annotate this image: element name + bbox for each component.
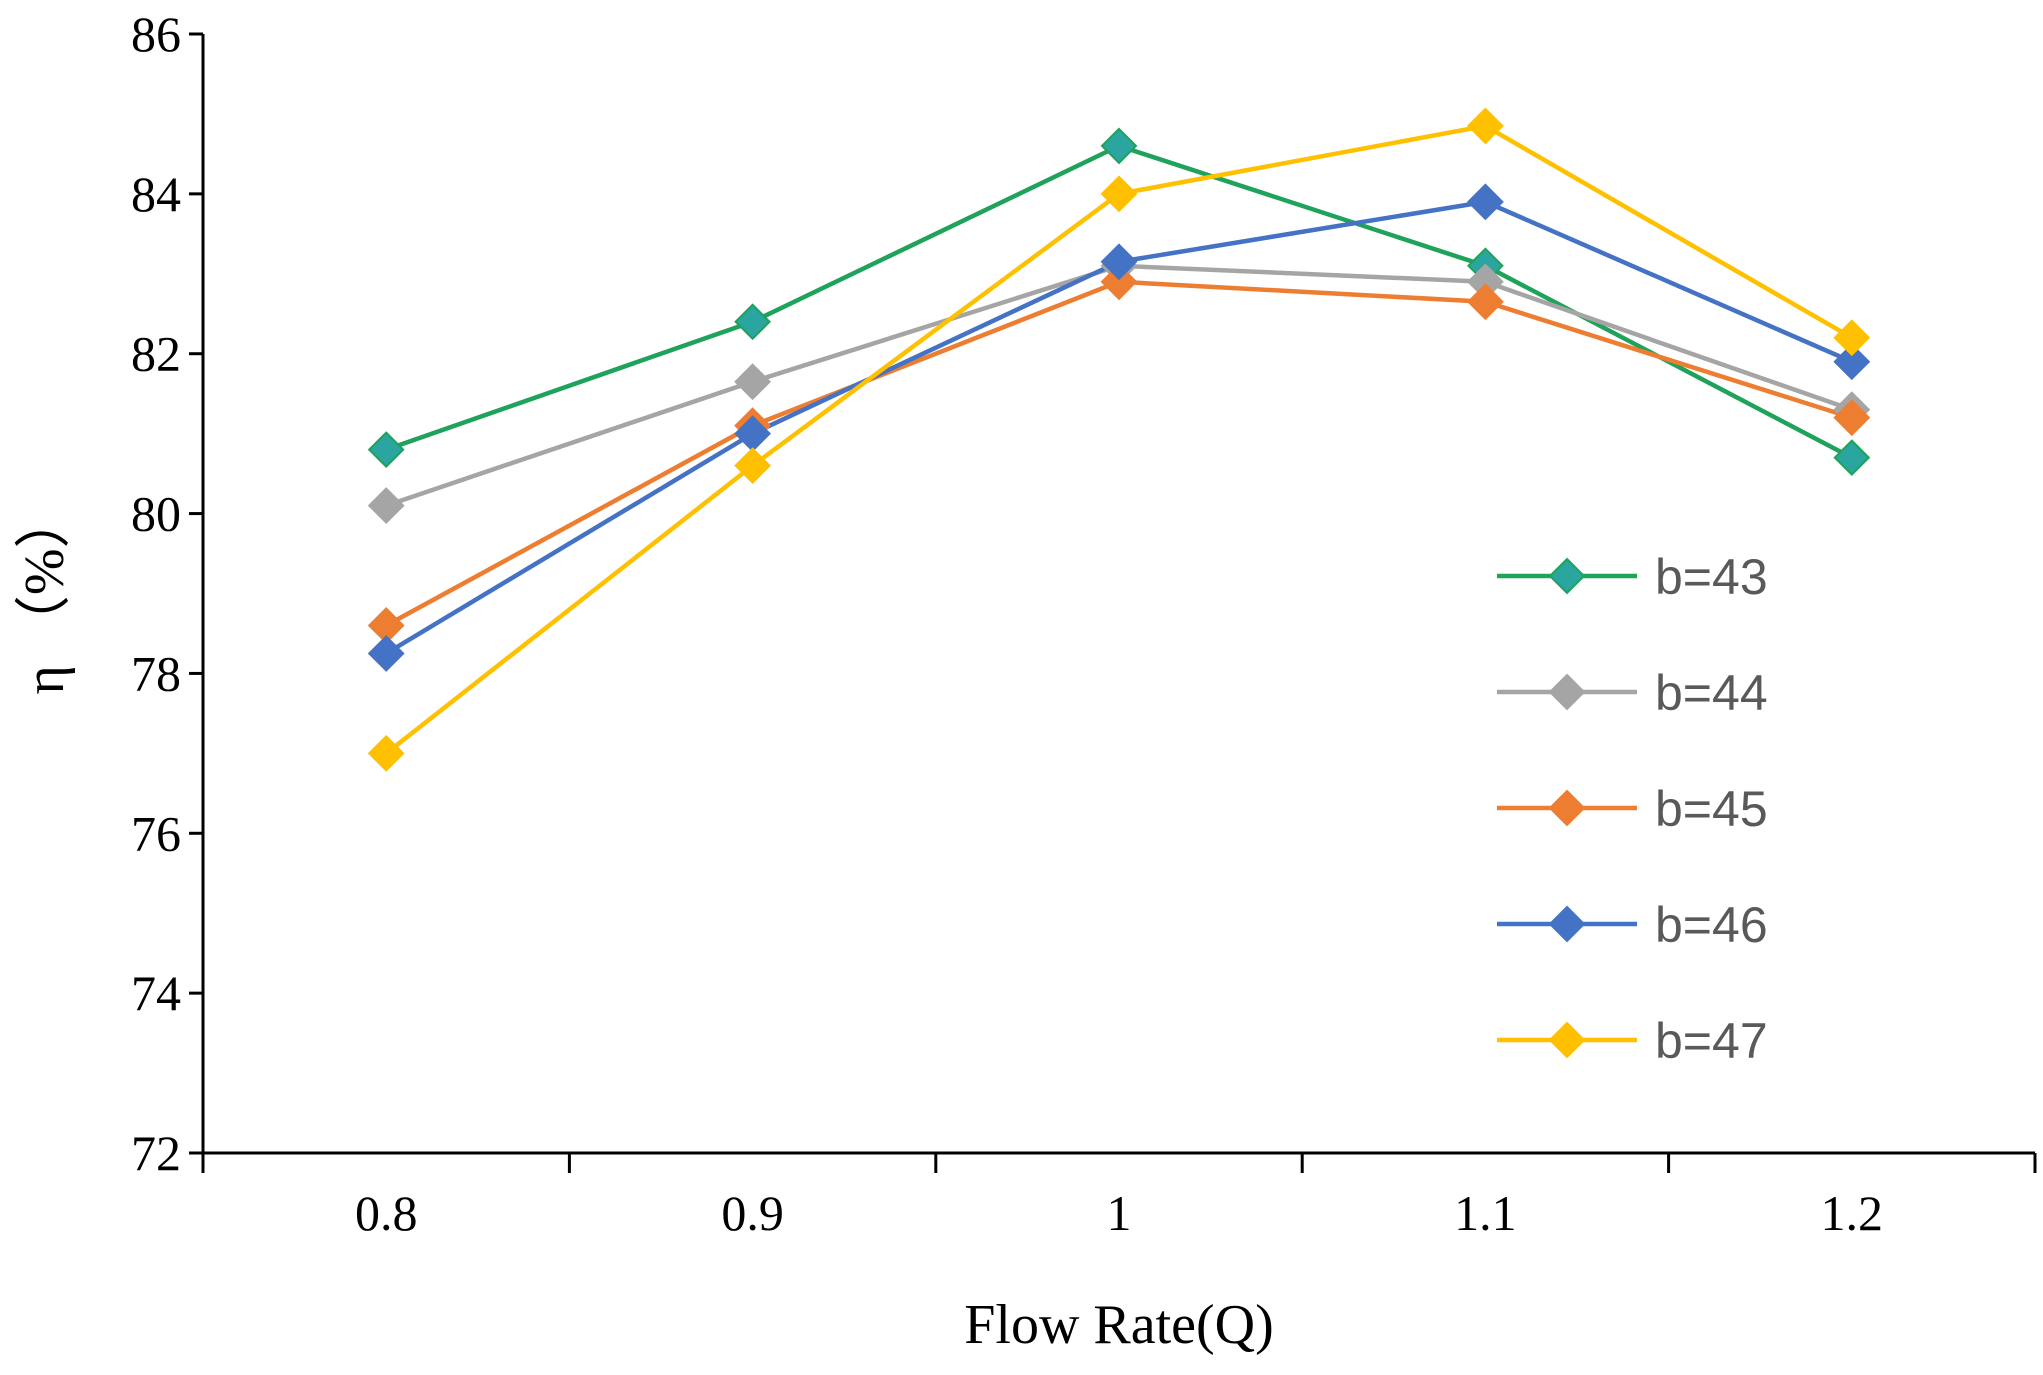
legend-marker [1548,557,1586,595]
data-point-b=45 [1833,399,1871,437]
data-point-b=45 [1466,283,1504,321]
x-tick-label: 1.1 [1454,1185,1517,1241]
series-line-b=47 [384,123,1853,756]
data-point-b=46 [1466,183,1504,221]
data-point-b=43 [1833,439,1871,477]
data-point-b=46 [1100,243,1138,281]
legend-item-b=44: b=44 [1497,665,1768,721]
y-axis-ticks: 72 74 76 78 80 82 84 86 [131,6,203,1181]
y-tick-label: 86 [131,6,181,62]
data-point-b=47 [734,447,772,485]
data-point-b=47 [1833,319,1871,357]
series-markers [367,107,1871,772]
x-axis-ticks: 0.8 0.9 1 1.1 1.2 [201,1153,2037,1241]
legend-item-b=45: b=45 [1497,781,1768,837]
data-point-b=44 [367,487,405,524]
legend-label: b=45 [1655,781,1768,837]
legend-item-b=46: b=46 [1497,897,1768,953]
y-axis-title: η （%） [14,493,76,695]
axes [201,34,2035,1155]
x-tick-label: 0.8 [355,1185,418,1241]
y-tick-label: 72 [131,1125,181,1181]
legend: b=43 b=44 b=45 b=46 b=47 [1497,549,1768,1069]
x-tick-label: 1 [1107,1185,1132,1241]
data-point-b=43 [1100,127,1138,165]
legend-label: b=46 [1655,897,1768,953]
legend-marker [1548,673,1586,711]
data-point-b=47 [1100,175,1138,213]
y-tick-label: 74 [131,965,181,1021]
data-point-b=43 [734,303,772,341]
legend-label: b=44 [1655,665,1768,721]
legend-item-b=43: b=43 [1497,549,1768,605]
legend-label: b=47 [1655,1013,1768,1069]
y-tick-label: 82 [131,326,181,382]
x-axis-title: Flow Rate(Q) [964,1294,1274,1356]
data-point-b=46 [1833,343,1871,381]
x-tick-label: 1.2 [1821,1185,1884,1241]
y-tick-label: 76 [131,805,181,861]
data-point-b=46 [367,635,405,672]
x-tick-label: 0.9 [721,1185,784,1241]
y-tick-label: 84 [131,166,181,222]
data-point-b=47 [367,734,405,772]
legend-marker [1548,905,1586,943]
y-tick-label: 80 [131,486,181,542]
legend-marker [1548,789,1586,827]
data-point-b=43 [367,431,405,469]
data-point-b=47 [1466,107,1504,145]
y-tick-label: 78 [131,645,181,701]
data-point-b=45 [1100,263,1138,301]
series-line-b=44 [385,263,1853,508]
series-lines [384,123,1853,756]
legend-marker [1548,1021,1586,1059]
legend-label: b=43 [1655,549,1768,605]
data-point-b=44 [734,363,772,401]
legend-item-b=47: b=47 [1497,1013,1768,1069]
